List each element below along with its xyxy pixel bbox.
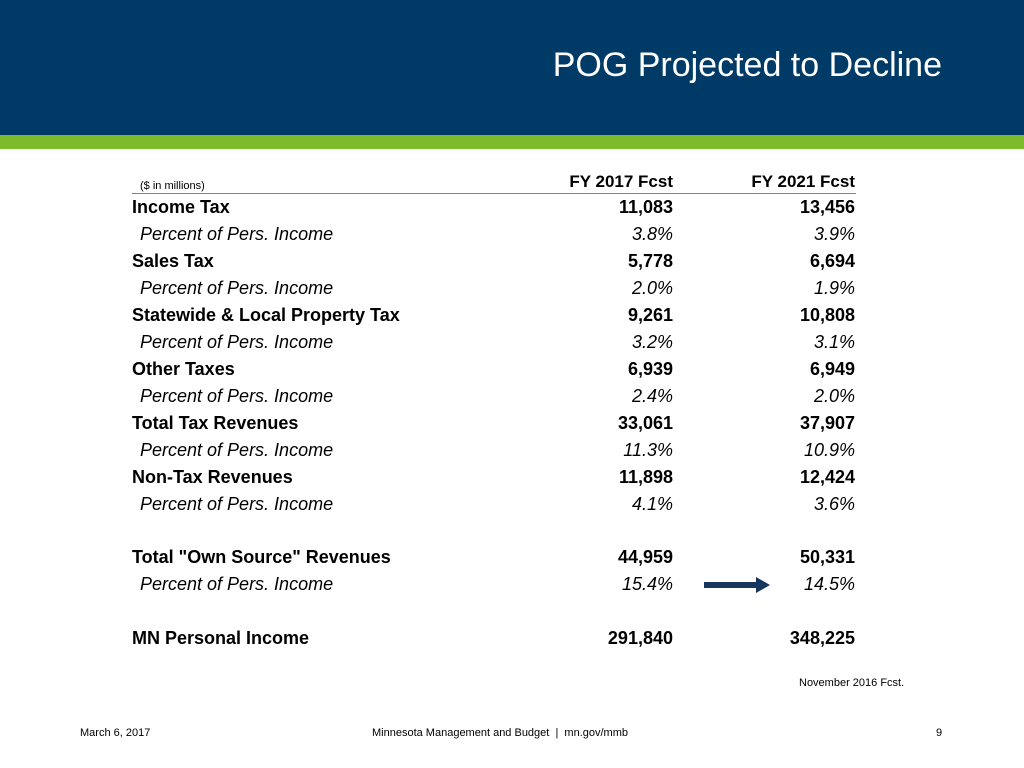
value-fy2017: 11,898 (618, 467, 673, 487)
value-fy2021: 6,949 (809, 359, 855, 379)
table-row: Income Tax 11,083 13,456 (132, 194, 856, 221)
table-row: Non-Tax Revenues 11,898 12,424 (132, 464, 856, 491)
value-fy2017: 11.3% (623, 440, 673, 460)
units-note: ($ in millions) (140, 180, 205, 192)
row-label: MN Personal Income (132, 628, 310, 648)
value-fy2017: 5,778 (627, 251, 673, 271)
value-fy2017: 3.2% (631, 332, 673, 352)
footer-org: Minnesota Management and Budget | mn.gov… (372, 727, 628, 739)
table-row: Sales Tax 5,778 6,694 (132, 248, 856, 275)
value-fy2021: 3.1% (813, 332, 855, 352)
row-label: Other Taxes (132, 359, 235, 379)
table-row: Percent of Pers. Income 2.0% 1.9% (132, 275, 856, 302)
value-fy2021: 37,907 (799, 413, 855, 433)
value-fy2021: 10.9% (803, 440, 855, 460)
revenue-table: ($ in millions) FY 2017 Fcst FY 2021 Fcs… (132, 170, 856, 652)
table-row: Statewide & Local Property Tax 9,261 10,… (132, 302, 856, 329)
row-label: Percent of Pers. Income (140, 440, 334, 460)
row-spacer (132, 518, 856, 544)
value-fy2021: 3.9% (813, 224, 855, 244)
page-number: 9 (936, 727, 943, 739)
table-row: Percent of Pers. Income 2.4% 2.0% (132, 383, 856, 410)
row-label: Total Tax Revenues (132, 413, 299, 433)
value-fy2017: 9,261 (627, 305, 673, 325)
value-fy2017: 6,939 (627, 359, 673, 379)
table-row: Total Tax Revenues 33,061 37,907 (132, 410, 856, 437)
value-fy2017: 291,840 (607, 628, 673, 648)
column-header-fy2021: FY 2021 Fcst (751, 172, 855, 191)
value-fy2017: 3.8% (631, 224, 673, 244)
footer-date: March 6, 2017 (80, 727, 151, 739)
value-fy2021: 12,424 (799, 467, 855, 487)
value-fy2021: 3.6% (813, 494, 855, 514)
column-header-fy2017: FY 2017 Fcst (569, 172, 673, 191)
value-fy2017: 4.1% (631, 494, 673, 514)
row-label: Total "Own Source" Revenues (132, 547, 391, 567)
accent-stripe (0, 135, 1024, 149)
value-fy2021: 6,694 (809, 251, 855, 271)
row-label: Percent of Pers. Income (140, 386, 334, 406)
row-spacer (132, 598, 856, 625)
value-fy2017: 44,959 (617, 547, 673, 567)
row-label: Income Tax (132, 197, 230, 217)
header-band (0, 0, 1024, 135)
table-row: Percent of Pers. Income 11.3% 10.9% (132, 437, 856, 464)
value-fy2021: 14.5% (803, 574, 855, 594)
value-fy2021: 1.9% (813, 278, 855, 298)
slide-title: POG Projected to Decline (552, 46, 942, 84)
table-row: Percent of Pers. Income 4.1% 3.6% (132, 491, 856, 518)
value-fy2021: 2.0% (813, 386, 855, 406)
row-label: Percent of Pers. Income (140, 278, 334, 298)
value-fy2017: 2.0% (631, 278, 673, 298)
table-row: MN Personal Income 291,840 348,225 (132, 625, 856, 652)
table-header-row: ($ in millions) FY 2017 Fcst FY 2021 Fcs… (132, 170, 856, 194)
value-fy2017: 33,061 (617, 413, 673, 433)
row-label: Percent of Pers. Income (140, 494, 334, 514)
row-label: Percent of Pers. Income (140, 574, 334, 594)
value-fy2017: 2.4% (631, 386, 673, 406)
value-fy2021: 50,331 (799, 547, 855, 567)
source-note: November 2016 Fcst. (799, 677, 905, 689)
table-row: Percent of Pers. Income 15.4% 14.5% (132, 571, 856, 598)
row-label: Sales Tax (132, 251, 214, 271)
row-label: Statewide & Local Property Tax (132, 305, 400, 325)
value-fy2021: 348,225 (789, 628, 855, 648)
row-label: Non-Tax Revenues (132, 467, 293, 487)
table-row: Percent of Pers. Income 3.8% 3.9% (132, 221, 856, 248)
value-fy2017: 15.4% (621, 574, 673, 594)
row-label: Percent of Pers. Income (140, 332, 334, 352)
right-arrow-icon (704, 577, 770, 593)
row-label: Percent of Pers. Income (140, 224, 334, 244)
value-fy2021: 13,456 (799, 197, 855, 217)
table-row: Total "Own Source" Revenues 44,959 50,33… (132, 544, 856, 571)
table-row: Other Taxes 6,939 6,949 (132, 356, 856, 383)
table-row: Percent of Pers. Income 3.2% 3.1% (132, 329, 856, 356)
value-fy2017: 11,083 (618, 197, 673, 217)
value-fy2021: 10,808 (799, 305, 855, 325)
